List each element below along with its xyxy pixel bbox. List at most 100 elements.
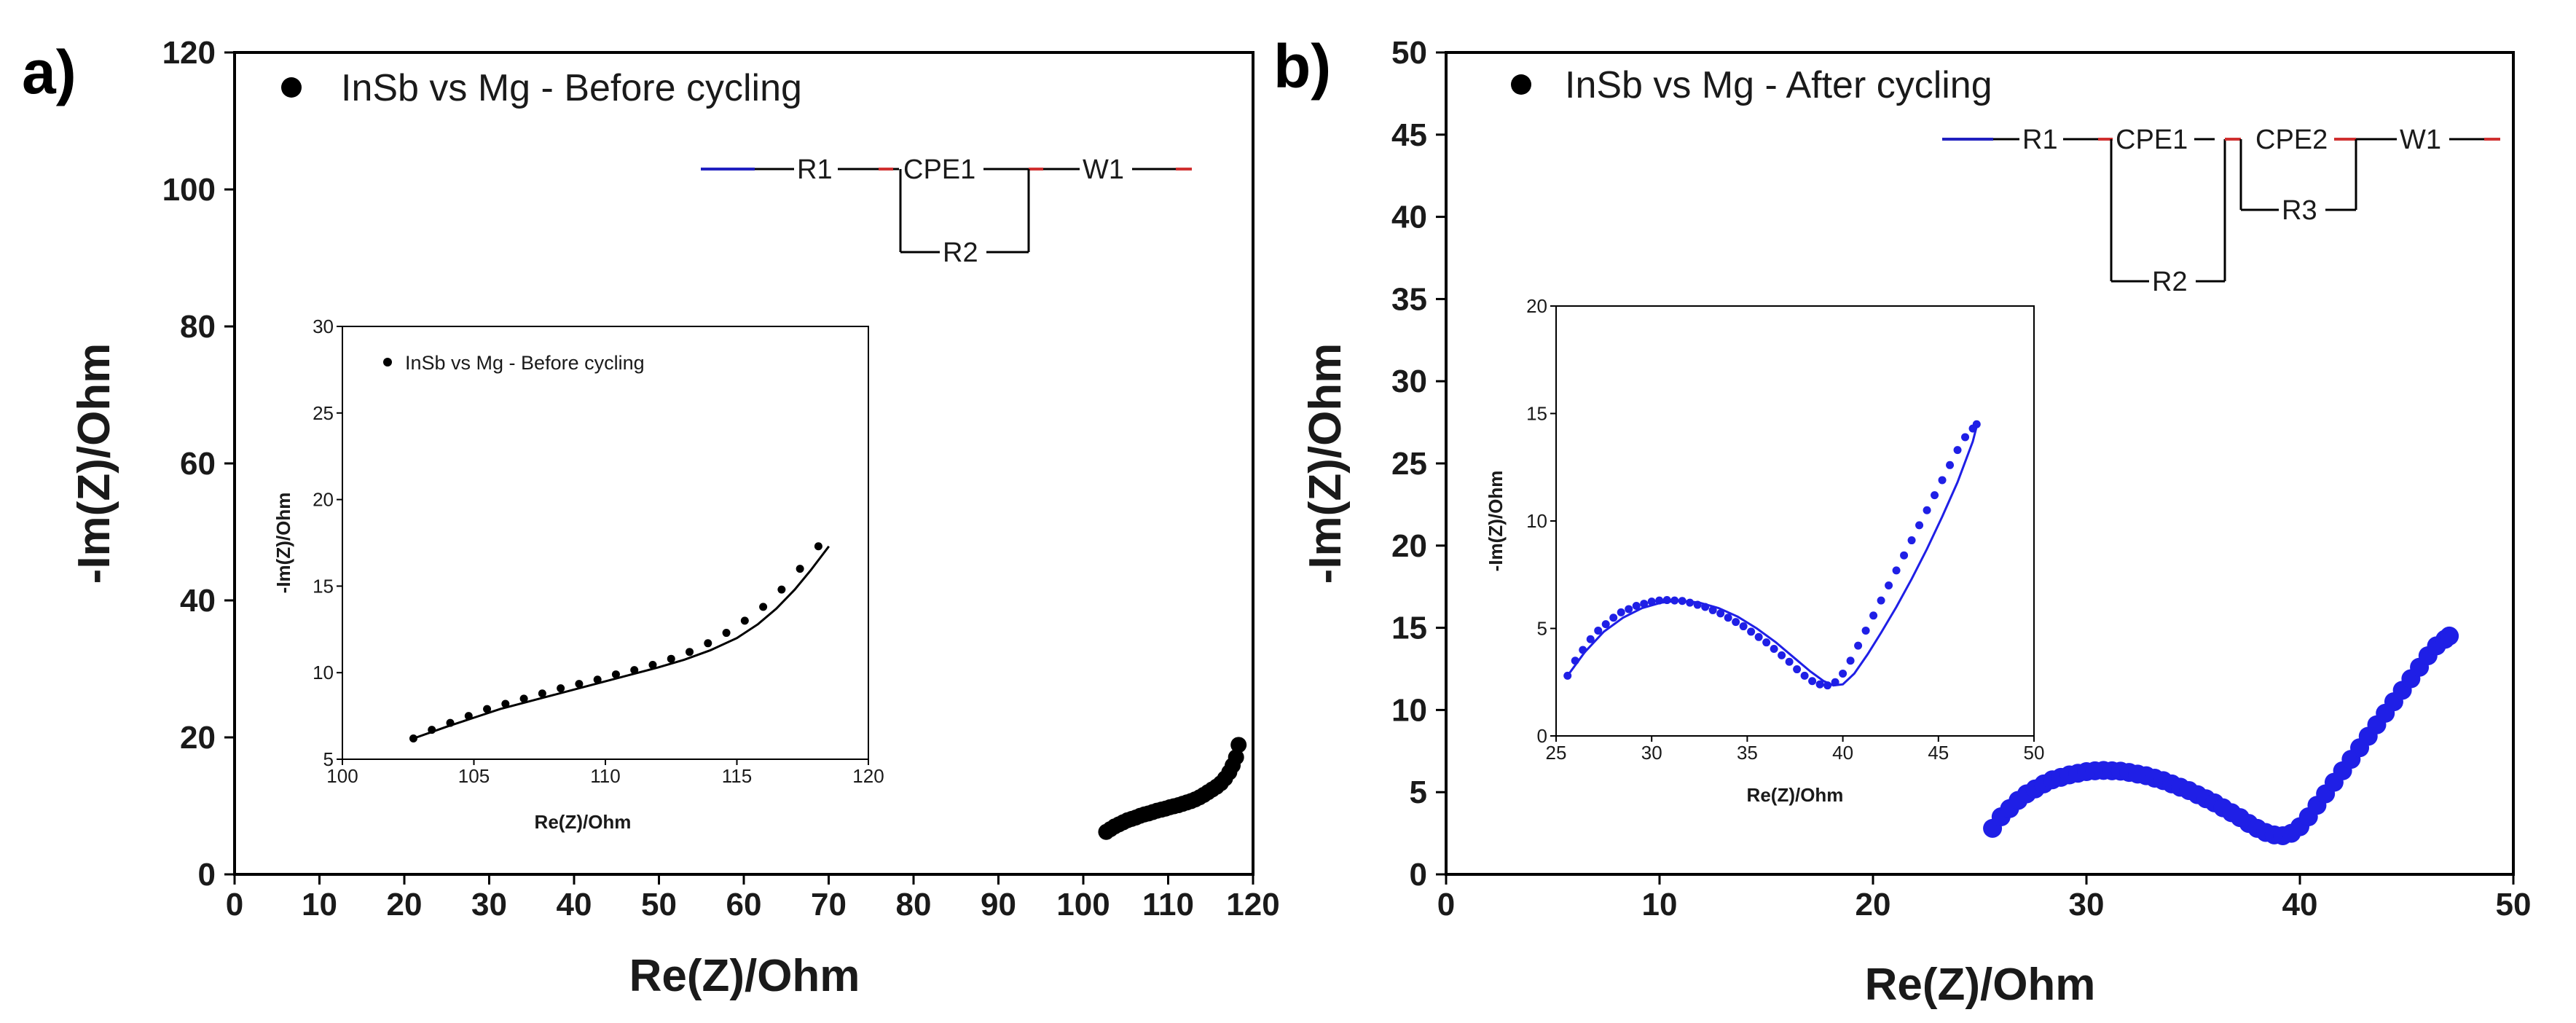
inset-y-axis-b: 0 5 10 15 20 — [1526, 295, 1556, 747]
inset-data-point — [611, 670, 620, 679]
y-tick-label: 0 — [198, 857, 216, 893]
inset-y-tick-label: 25 — [313, 402, 334, 424]
inset-data-point — [796, 565, 804, 573]
inset-frame-b — [1555, 305, 2035, 737]
x-tick-label: 50 — [641, 887, 677, 922]
inset-data-point — [519, 694, 528, 703]
inset-data-point — [722, 629, 731, 638]
inset-data-point — [1601, 620, 1610, 629]
inset-data-point — [1946, 460, 1955, 469]
y-axis-title-b: -Im(Z)/Ohm — [1300, 343, 1351, 584]
x-tick-label: 100 — [1056, 887, 1110, 922]
inset-data-point — [1877, 596, 1885, 605]
y-tick-label: 40 — [180, 583, 216, 619]
inset-legend-marker-a — [383, 358, 392, 367]
panel-a: a) 0 10 20 30 40 50 60 70 80 90 100 110 120 0 20 40 60 8… — [22, 35, 1280, 1001]
x-axis-a: 0 10 20 30 40 50 60 70 80 90 100 110 120 — [226, 874, 1280, 922]
circuit-b-CPE2: CPE2 — [2255, 125, 2328, 155]
inset-x-tick-label: 45 — [1928, 742, 1949, 764]
circuit-a-R2: R2 — [943, 238, 978, 268]
inset-data-point — [686, 648, 694, 656]
y-tick-label: 5 — [1410, 775, 1427, 810]
inset-x-tick-label: 25 — [1546, 742, 1567, 764]
inset-data-point — [1808, 677, 1817, 686]
inset-data-point — [483, 705, 492, 713]
data-series-a — [1098, 737, 1247, 840]
x-tick-label: 50 — [2496, 887, 2532, 922]
inset-x-tick-label: 40 — [1832, 742, 1853, 764]
inset-y-axis-a: 5 10 15 20 25 30 — [313, 315, 342, 770]
inset-y-tick-label: 5 — [1537, 618, 1547, 640]
inset-a: 100 105 110 115 120 5 10 15 20 25 30 Re(Z)/Ohm -I… — [272, 315, 884, 833]
inset-y-tick-label: 10 — [1526, 510, 1547, 532]
y-tick-label: 35 — [1391, 281, 1427, 317]
inset-data-point — [1708, 605, 1717, 614]
inset-data-point — [1770, 645, 1778, 654]
inset-data-point — [501, 699, 510, 708]
inset-data-point — [1931, 491, 1939, 500]
y-tick-label: 20 — [180, 720, 216, 756]
inset-y-tick-label: 0 — [1537, 725, 1547, 747]
data-point — [1228, 749, 1244, 766]
inset-data-point — [814, 542, 822, 551]
inset-y-axis-title-a: -Im(Z)/Ohm — [272, 493, 294, 594]
inset-data-point — [1640, 600, 1649, 608]
inset-x-tick-label: 35 — [1737, 742, 1758, 764]
inset-data-point — [667, 654, 675, 663]
y-tick-label: 50 — [1391, 35, 1427, 71]
inset-data-point — [1900, 551, 1909, 560]
panel-label-a: a) — [22, 38, 76, 106]
inset-data-point — [575, 680, 584, 689]
panel-label-b: b) — [1273, 32, 1331, 101]
inset-x-axis-title-a: Re(Z)/Ohm — [535, 811, 632, 833]
inset-data-point — [1785, 657, 1794, 666]
inset-x-axis-title-b: Re(Z)/Ohm — [1747, 784, 1844, 806]
y-tick-label: 120 — [162, 35, 216, 71]
x-tick-label: 120 — [1226, 887, 1279, 922]
inset-data-point — [538, 689, 546, 698]
inset-data-point — [1869, 611, 1878, 620]
inset-y-axis-title-b: -Im(Z)/Ohm — [1485, 471, 1507, 572]
inset-data-point — [759, 603, 768, 611]
inset-data-point — [1854, 641, 1863, 650]
equivalent-circuit-b: R1 CPE1 CPE2 W1 R3 R2 — [1942, 125, 2500, 297]
inset-data-point — [557, 684, 565, 693]
x-axis-title-a: Re(Z)/Ohm — [629, 951, 860, 1001]
circuit-a-W1: W1 — [1083, 154, 1124, 185]
inset-data-point — [1892, 566, 1901, 575]
circuit-a-R1: R1 — [797, 154, 833, 185]
inset-b: 25 30 35 40 45 50 0 5 10 15 20 Re(Z)/Ohm -Im(Z)/O… — [1485, 295, 2044, 806]
y-axis-b: 0 5 10 15 20 25 30 35 40 45 50 — [1391, 35, 1446, 893]
x-tick-label: 20 — [387, 887, 423, 922]
inset-frame-a — [342, 326, 869, 760]
y-tick-label: 100 — [162, 172, 216, 208]
x-tick-label: 80 — [896, 887, 932, 922]
inset-legend-label-a: InSb vs Mg - Before cycling — [405, 352, 645, 374]
inset-data-point — [1800, 671, 1809, 680]
inset-data-point — [1861, 626, 1870, 635]
y-tick-label: 0 — [1410, 857, 1427, 893]
x-tick-label: 70 — [811, 887, 847, 922]
y-tick-label: 20 — [1391, 528, 1427, 564]
y-tick-label: 40 — [1391, 200, 1427, 235]
inset-data-point — [1938, 476, 1947, 485]
inset-data-series-a — [409, 542, 822, 742]
x-tick-label: 20 — [1856, 887, 1891, 922]
y-tick-label: 15 — [1391, 611, 1427, 646]
inset-x-tick-label: 105 — [458, 765, 490, 787]
circuit-b-R2: R2 — [2152, 267, 2188, 297]
equivalent-circuit-a: R1 CPE1 W1 R2 — [701, 154, 1192, 268]
inset-fit-line-b — [1566, 426, 1978, 687]
inset-data-point — [1907, 536, 1916, 545]
inset-data-point — [1747, 627, 1756, 636]
legend-marker-b — [1511, 74, 1531, 95]
inset-data-point — [1732, 618, 1740, 627]
inset-data-point — [1915, 521, 1924, 530]
x-tick-label: 30 — [2069, 887, 2105, 922]
inset-data-point — [1839, 669, 1847, 678]
inset-y-tick-label: 15 — [1526, 403, 1547, 425]
y-tick-label: 10 — [1391, 692, 1427, 728]
inset-x-tick-label: 110 — [590, 765, 620, 787]
inset-fit-line-a — [412, 545, 830, 740]
inset-data-point — [777, 585, 786, 594]
